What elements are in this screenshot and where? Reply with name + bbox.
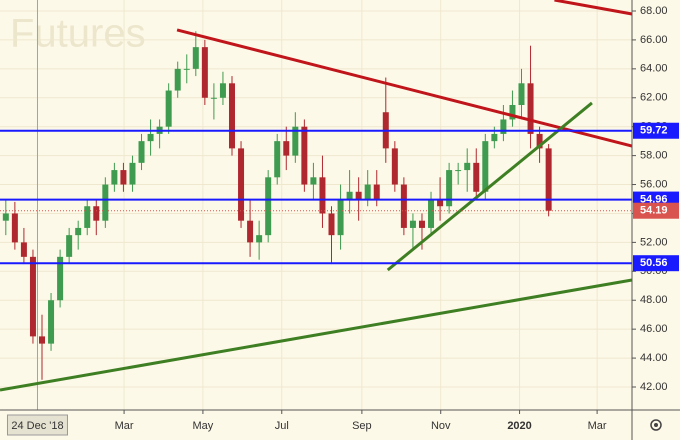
candle-body <box>102 184 109 221</box>
trend-line <box>0 278 633 392</box>
candle-body <box>337 198 344 236</box>
y-tick-label: 56.00 <box>640 178 668 190</box>
level-label: 59.72 <box>640 125 668 137</box>
candle-body <box>482 141 489 192</box>
candle-body <box>84 206 91 228</box>
candle-body <box>328 213 335 236</box>
settings-icon[interactable] <box>650 419 662 431</box>
candle-body <box>500 119 507 134</box>
y-tick-label: 42.00 <box>640 381 668 393</box>
trend-line <box>554 0 633 16</box>
x-tick-label: Nov <box>431 420 451 432</box>
candle-body <box>301 126 308 185</box>
candle-body <box>545 148 552 211</box>
candle-body <box>29 256 36 337</box>
candle-body <box>247 220 254 243</box>
candle-body <box>11 213 18 243</box>
candle-body <box>265 177 272 236</box>
candle-body <box>210 97 217 99</box>
candle-body <box>355 191 362 199</box>
level-label-box <box>633 255 679 272</box>
candle-body <box>527 83 534 134</box>
candle-body <box>165 90 172 127</box>
candle-body <box>437 198 444 207</box>
candle-body <box>391 148 398 185</box>
candle-body <box>400 184 407 228</box>
last-price-label: 54.19 <box>640 205 668 217</box>
candle-body <box>346 191 353 199</box>
x-tick-label: May <box>193 420 214 432</box>
candle-body <box>228 83 235 149</box>
y-tick-label: 44.00 <box>640 352 668 364</box>
candle-body <box>473 162 480 192</box>
candle-body <box>120 170 127 185</box>
candle-body <box>364 184 371 199</box>
candle-body <box>147 133 154 142</box>
candle-body <box>256 235 263 243</box>
candle-body <box>138 141 145 163</box>
y-tick-label: 64.00 <box>640 63 668 75</box>
candle-body <box>373 184 380 199</box>
level-label-box <box>633 122 679 139</box>
candle-body <box>283 141 290 156</box>
candle-body <box>509 104 516 120</box>
x-tick-label: Sep <box>352 420 372 432</box>
trend-line <box>176 28 633 148</box>
candle-body <box>418 220 425 228</box>
crosshair-label: 24 Dec '18 <box>11 420 63 432</box>
candle-body <box>183 68 190 70</box>
x-tick-label: Jul <box>275 420 289 432</box>
candle-body <box>20 242 27 257</box>
candle-body <box>129 162 136 185</box>
x-tick-label: Mar <box>588 420 607 432</box>
candle-body <box>536 133 543 149</box>
crosshair-label-box <box>6 414 68 436</box>
x-tick-label: 2020 <box>507 420 531 432</box>
candle-body <box>2 213 9 221</box>
x-tick-label: Mar <box>115 420 134 432</box>
candle-body <box>274 141 281 178</box>
level-label: 50.56 <box>640 257 668 269</box>
y-tick-label: 46.00 <box>640 323 668 335</box>
candle-body <box>464 162 471 171</box>
candle-body <box>409 220 416 228</box>
y-tick-label: 66.00 <box>640 34 668 46</box>
level-label: 54.96 <box>640 193 668 205</box>
candle-body <box>201 47 208 98</box>
y-tick-label: 68.00 <box>640 5 668 17</box>
candle-body <box>192 47 199 69</box>
last-price-box <box>633 202 679 219</box>
candle-body <box>66 235 73 257</box>
candle-body <box>518 83 525 105</box>
candle-body <box>174 68 181 91</box>
candle-body <box>111 170 118 185</box>
y-tick-label: 48.00 <box>640 294 668 306</box>
watermark: Futures <box>10 12 146 56</box>
candle-body <box>238 148 245 221</box>
candle-body <box>491 133 498 142</box>
candle-body <box>292 126 299 156</box>
y-tick-label: 52.00 <box>640 236 668 248</box>
y-tick-label: 62.00 <box>640 92 668 104</box>
candle-body <box>57 256 64 301</box>
candle-body <box>455 170 462 172</box>
candle-body <box>93 206 100 221</box>
candle-body <box>446 170 453 207</box>
candle-body <box>48 300 55 344</box>
candle-body <box>75 227 82 236</box>
candle-body <box>310 177 317 185</box>
candle-body <box>39 336 46 344</box>
y-tick-label: 58.00 <box>640 150 668 162</box>
candle-body <box>319 177 326 214</box>
candle-body <box>428 198 435 228</box>
candle-body <box>219 83 226 98</box>
